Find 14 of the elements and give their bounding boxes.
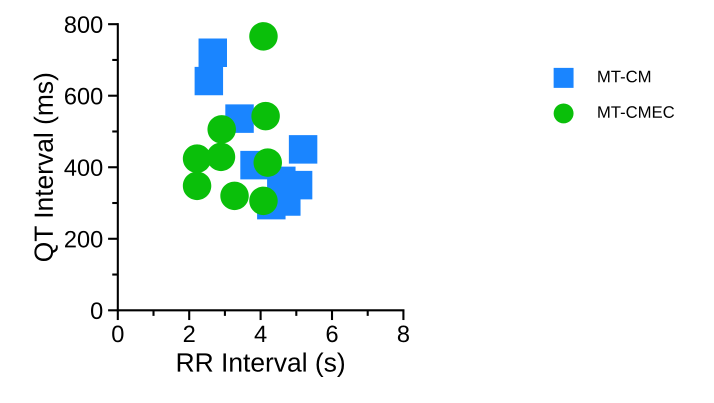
- y-axis-title: QT Interval (ms): [34, 74, 58, 262]
- x-tick-label: 2: [184, 326, 195, 342]
- y-tick-label: 0: [91, 302, 102, 320]
- x-tick-label: 4: [254, 326, 266, 342]
- x-axis-title: RR Interval (s): [178, 352, 344, 378]
- x-tick-label: 8: [398, 326, 409, 342]
- y-tick-label: 200: [65, 230, 102, 248]
- legend-label: MT-CM: [598, 70, 650, 82]
- y-tick-label: 800: [64, 16, 102, 33]
- x-tick-label: 6: [326, 326, 338, 342]
- y-tick-label: 400: [64, 159, 102, 176]
- legend-label: MT-CMEC: [598, 106, 674, 118]
- x-tick-label: 0: [112, 326, 124, 342]
- y-tick-label: 600: [65, 88, 102, 104]
